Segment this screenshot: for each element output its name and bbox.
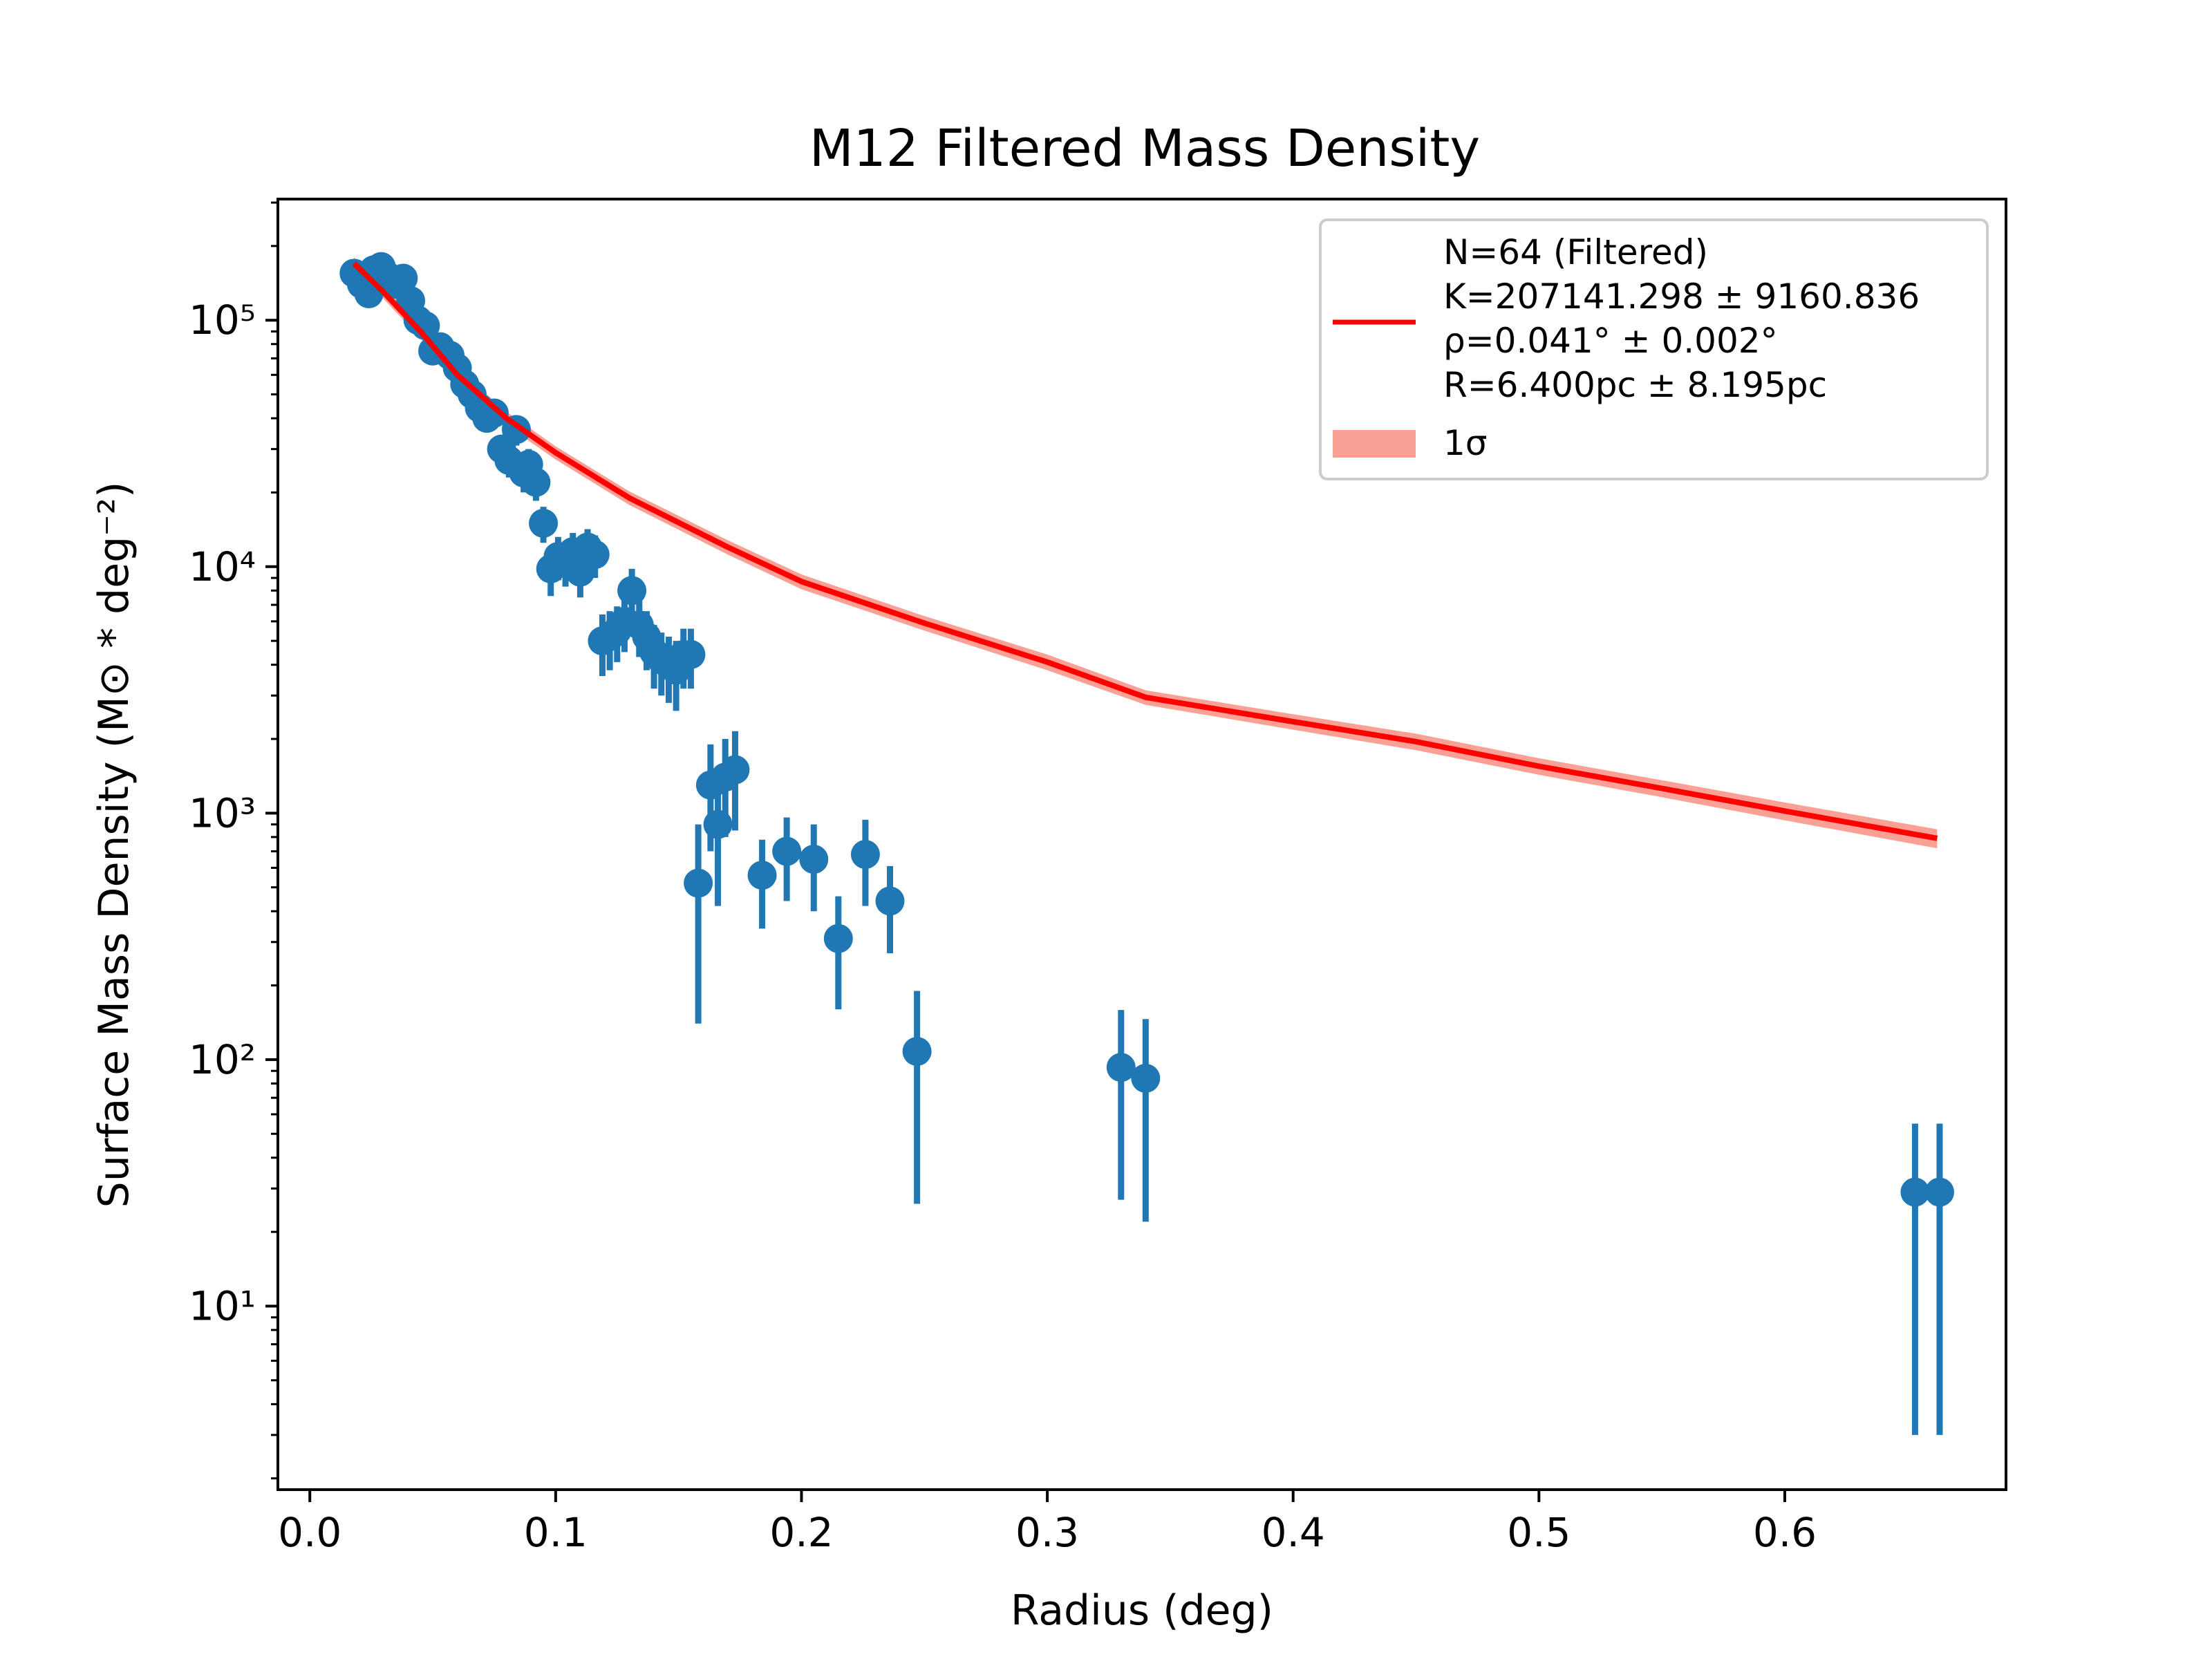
x-axis-label: Radius (deg) [1011,1586,1273,1635]
data-point [479,398,509,428]
data-point [676,639,706,669]
data-point [388,263,418,293]
legend-fit-label-line-4: R=6.400pc ± 8.195pc [1443,365,1827,405]
legend-fit-label-line-1: N=64 (Filtered) [1443,232,1708,272]
data-point [521,467,551,497]
data-point [684,868,713,898]
legend: N=64 (Filtered) K=207141.298 ± 9160.836 … [1319,218,1989,480]
y-tick-label: 10¹ [189,1282,256,1329]
x-axis: 0.0 0.1 0.2 0.3 0.4 0.5 0.6 [278,1490,1817,1556]
data-point [850,840,880,870]
data-point [1131,1063,1161,1093]
data-point [580,540,610,570]
data-point [799,845,829,874]
x-tick-label: 0.3 [1015,1509,1079,1556]
data-point [1900,1177,1930,1207]
data-point [902,1036,932,1066]
legend-box [1319,218,1989,480]
y-tick-label: 10² [189,1036,256,1083]
plot-area-frame [276,198,2007,1491]
x-tick-label: 0.6 [1753,1509,1817,1556]
data-point [1924,1177,1954,1207]
data-point [747,861,777,890]
x-tick-label: 0.5 [1507,1509,1571,1556]
chart-title: M12 Filtered Mass Density [809,119,1480,178]
data-point [703,809,733,839]
fit-line-layer [352,261,1938,841]
legend-fit-label-line-3: ρ=0.041° ± 0.002° [1443,321,1778,361]
data-point [617,576,647,606]
y-axis-label: Surface Mass Density (M⊙ * deg⁻²) [90,482,138,1208]
x-tick-label: 0.0 [278,1509,341,1556]
legend-band-label: 1σ [1443,423,1488,463]
y-tick-label: 10⁵ [189,297,256,344]
x-tick-label: 0.4 [1262,1509,1325,1556]
data-point [720,755,750,785]
x-tick-label: 0.2 [769,1509,833,1556]
y-axis: 10¹ 10² 10³ 10⁴ 10⁵ [189,201,278,1480]
data-point [529,508,559,538]
data-point [1106,1053,1136,1082]
x-tick-label: 0.1 [524,1509,588,1556]
fit-line [352,261,1938,841]
data-point [823,924,853,953]
data-point [772,836,802,866]
legend-band-swatch [1333,430,1416,458]
legend-fit-label-line-2: K=207141.298 ± 9160.836 [1443,276,1920,317]
y-tick-label: 10³ [189,789,256,836]
y-tick-label: 10⁴ [189,543,256,590]
data-point [875,886,905,916]
